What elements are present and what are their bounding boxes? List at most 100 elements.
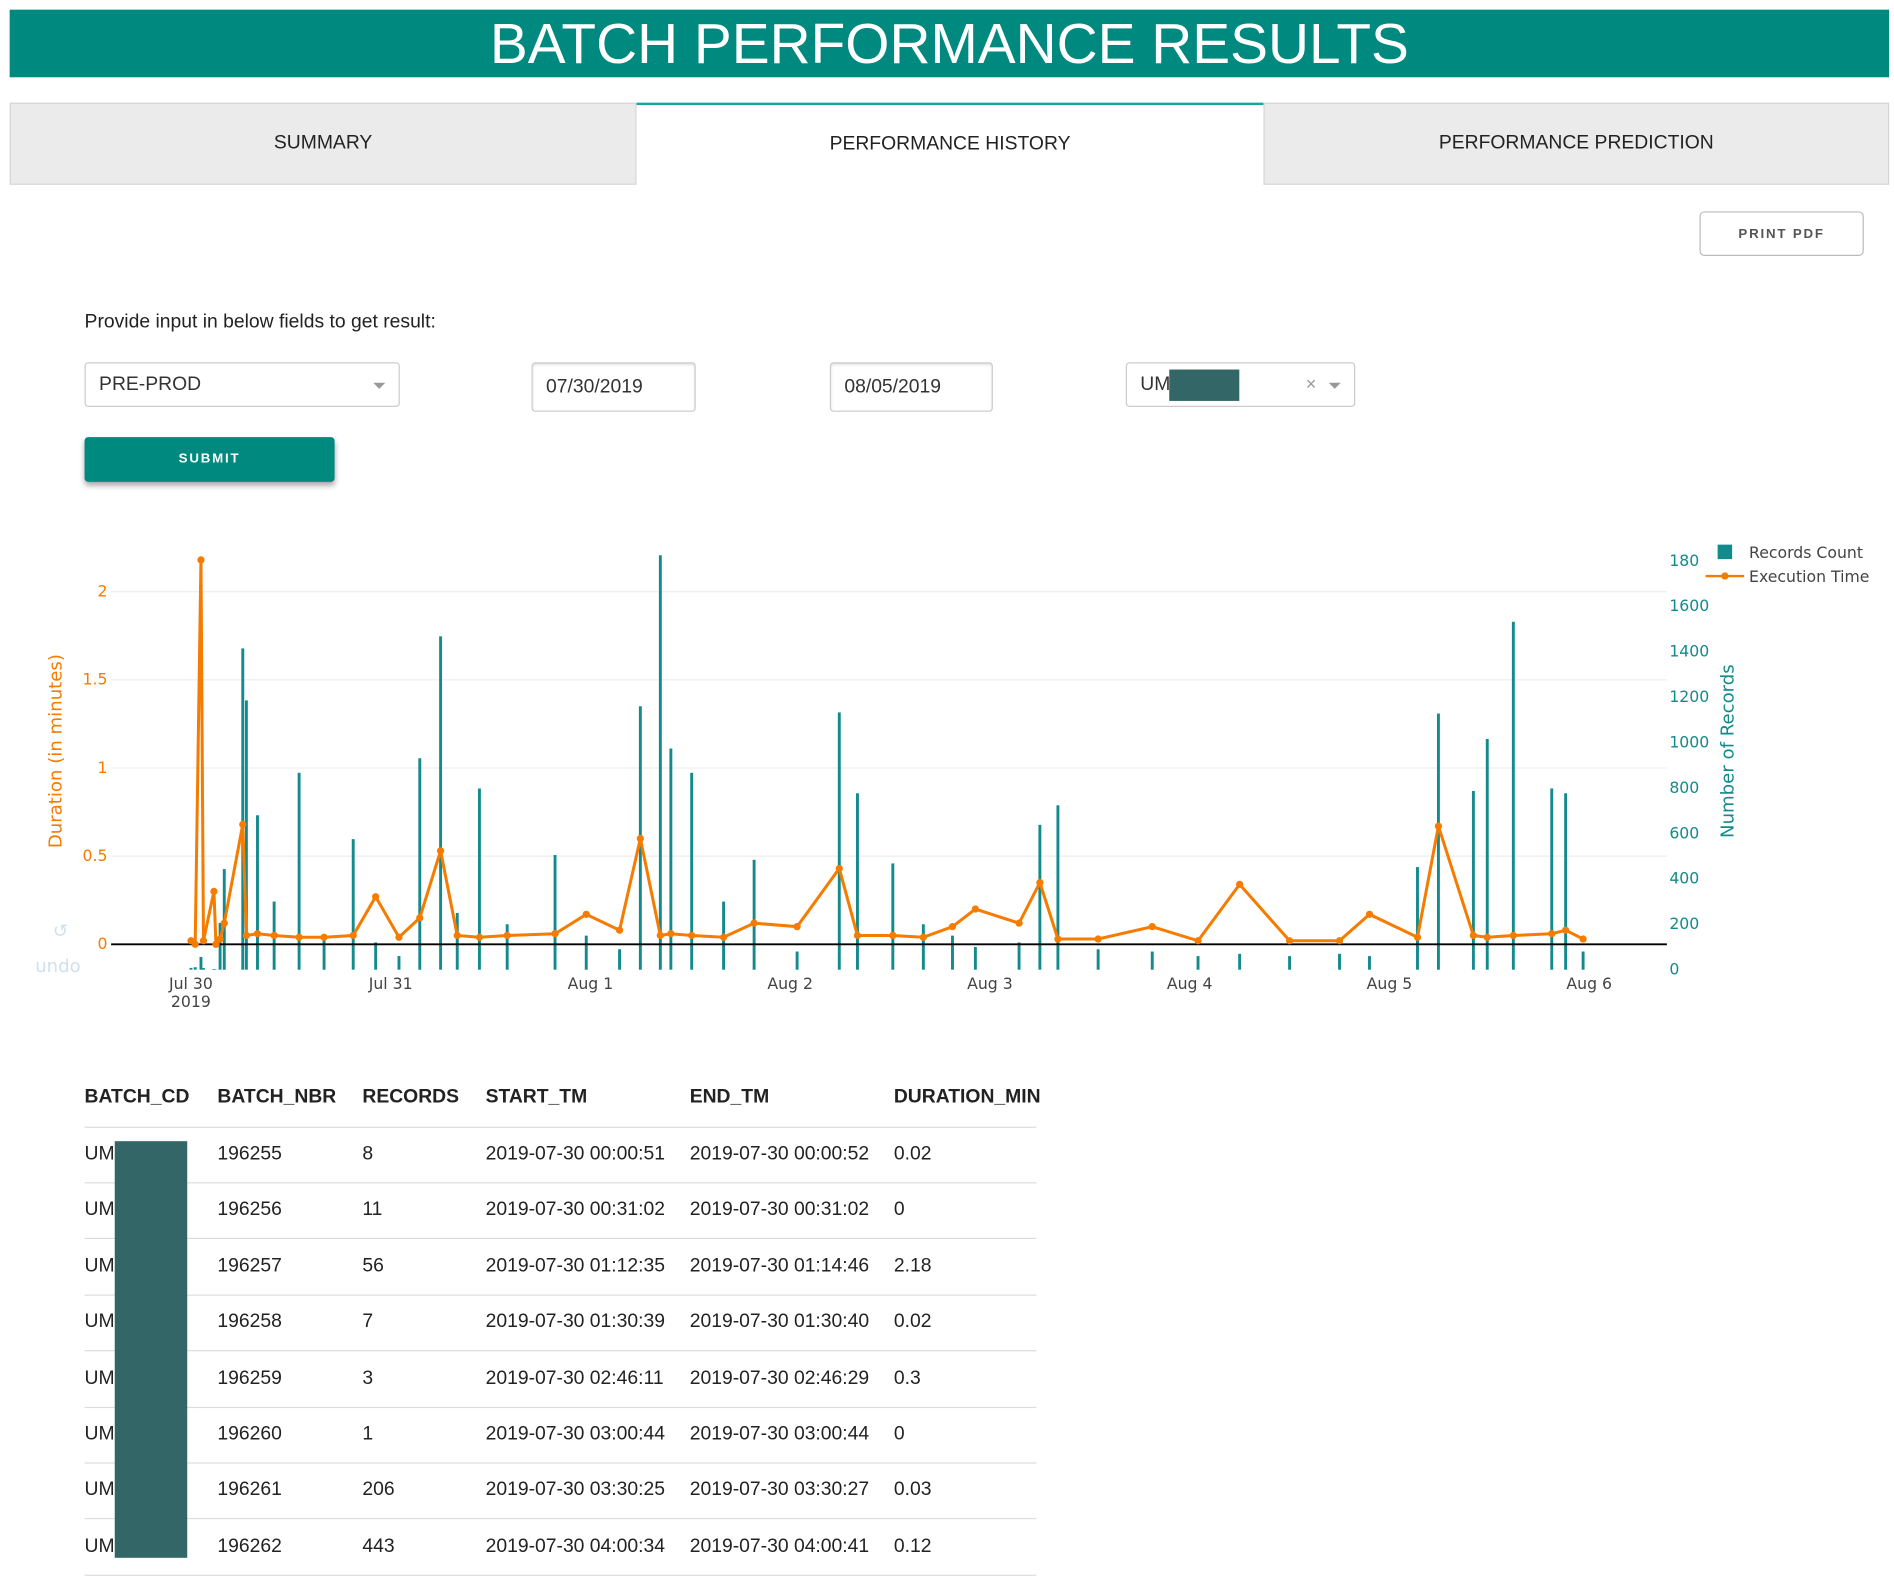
row-line — [84, 1574, 1037, 1576]
table-cell: 2019-07-30 04:00:34 — [485, 1535, 666, 1557]
table-cell: 0.02 — [893, 1311, 932, 1333]
legend-swatch — [1717, 544, 1733, 560]
point — [1548, 930, 1556, 938]
point — [1015, 919, 1023, 927]
table-cell: UM — [84, 1143, 115, 1165]
bar — [297, 772, 301, 970]
point — [349, 931, 357, 940]
bar — [1017, 942, 1021, 970]
bar — [584, 935, 588, 970]
dropdown-arrow — [1328, 382, 1341, 389]
select-value: UM — [1140, 374, 1171, 395]
table-cell: UM — [84, 1535, 115, 1557]
point — [1335, 937, 1344, 945]
table-cell: 0 — [893, 1423, 905, 1445]
table-cell: 2019-07-30 02:46:29 — [689, 1367, 870, 1389]
table-cell: 0.03 — [893, 1479, 932, 1501]
bar — [1511, 621, 1515, 970]
undo-button[interactable]: undo — [35, 956, 81, 977]
tab[interactable]: PERFORMANCE HISTORY — [636, 102, 1264, 185]
point — [1483, 933, 1491, 941]
y2-tick-label: 400 — [1669, 869, 1699, 888]
bar — [1564, 793, 1568, 970]
point — [656, 931, 664, 940]
tab[interactable]: SUMMARY — [9, 102, 637, 185]
bar — [244, 700, 248, 970]
bar — [374, 942, 378, 970]
page-title: BATCH PERFORMANCE RESULTS — [9, 9, 1890, 78]
bar — [351, 839, 355, 970]
row-line — [84, 1294, 1037, 1296]
point — [453, 931, 461, 940]
table-cell: UM — [84, 1311, 115, 1333]
print-button[interactable]: PRINT PDF — [1699, 211, 1864, 257]
table-cell: 7 — [362, 1311, 374, 1333]
y2-tick-label: 200 — [1669, 914, 1699, 933]
x-tick-label: Aug 4 — [1167, 974, 1213, 993]
y-tick-label: 2 — [98, 581, 108, 600]
point — [688, 931, 696, 940]
bar — [690, 772, 694, 970]
table-cell: 2019-07-30 01:30:40 — [689, 1311, 870, 1333]
point — [853, 931, 862, 940]
row-line — [84, 1238, 1037, 1240]
y2-tick-label: 800 — [1669, 778, 1699, 797]
point — [212, 940, 220, 948]
tab[interactable]: PERFORMANCE PREDICTION — [1263, 102, 1890, 185]
point — [1036, 878, 1044, 887]
point — [270, 931, 278, 940]
point — [835, 864, 843, 873]
table-cell: 196260 — [217, 1423, 282, 1445]
start-date[interactable]: 07/30/2019 — [531, 362, 696, 412]
point — [1469, 931, 1478, 940]
point — [667, 930, 675, 938]
y2-tick-label: 1600 — [1669, 596, 1709, 615]
batch-select[interactable]: UM × — [1125, 362, 1356, 407]
bar — [1196, 956, 1200, 970]
bar — [891, 863, 895, 970]
x-tick-label: Aug 5 — [1367, 974, 1413, 993]
clear-button[interactable]: × — [1305, 374, 1317, 395]
prompt: Provide input in below fields to get res… — [84, 311, 436, 333]
point — [1285, 937, 1294, 945]
end-date[interactable]: 08/05/2019 — [829, 362, 993, 412]
point — [1434, 822, 1443, 830]
bar — [1056, 805, 1060, 970]
table-cell: 56 — [362, 1255, 384, 1277]
column-header: DURATION_MIN — [893, 1086, 1041, 1108]
x-tick-label: Aug 6 — [1566, 974, 1612, 993]
point — [191, 940, 199, 948]
submit-button[interactable]: SUBMIT — [84, 437, 335, 482]
bar — [212, 969, 216, 970]
row-line — [84, 1462, 1037, 1464]
bar — [795, 951, 799, 970]
bar — [837, 712, 841, 970]
table-cell: 196257 — [217, 1255, 282, 1277]
environment-select[interactable]: PRE-PROD — [84, 362, 400, 407]
point — [582, 910, 590, 918]
bar — [618, 949, 621, 970]
point — [1094, 935, 1102, 943]
bar — [477, 788, 481, 970]
point — [436, 847, 445, 855]
table-cell: 196261 — [217, 1479, 282, 1501]
point — [320, 933, 328, 941]
point — [242, 931, 251, 940]
bar — [1416, 867, 1419, 970]
y2-axis-title: Number of Records — [1717, 664, 1738, 838]
bar — [455, 912, 459, 970]
undo-icon: ↺ — [53, 921, 68, 942]
table-cell: 206 — [362, 1479, 395, 1501]
bar — [973, 946, 977, 970]
bar — [241, 648, 245, 970]
x-tick-label: Jul 31 — [368, 974, 413, 993]
point — [1054, 935, 1062, 943]
bar — [418, 758, 422, 970]
bar — [856, 793, 859, 970]
y-axis-title: Duration (in minutes) — [46, 654, 67, 848]
y2-tick-label: 0 — [1669, 960, 1679, 979]
table-cell: 2019-07-30 04:00:41 — [689, 1535, 870, 1557]
column-header: RECORDS — [362, 1086, 460, 1108]
point — [220, 919, 228, 927]
